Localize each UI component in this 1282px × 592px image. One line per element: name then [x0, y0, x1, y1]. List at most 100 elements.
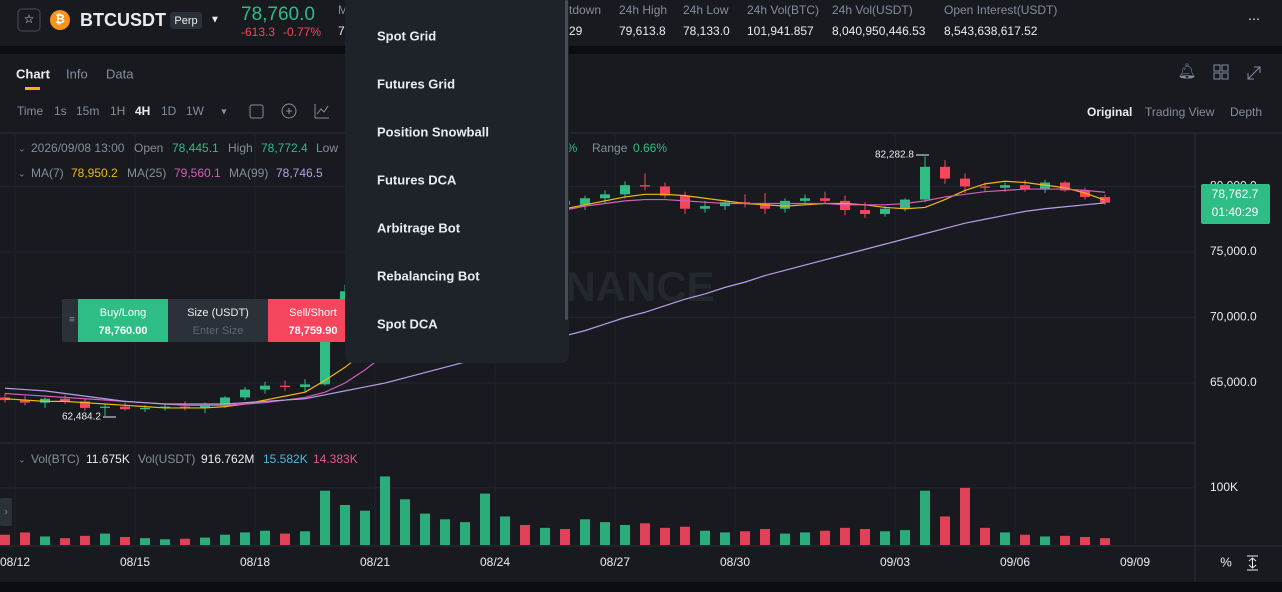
interval[interactable]: 1D	[161, 104, 177, 118]
x-tick-label: 08/15	[120, 555, 150, 569]
menu-item[interactable]: Futures DCA	[377, 172, 457, 187]
candle-body	[1020, 185, 1030, 190]
drag-handle[interactable]: ≡	[69, 315, 75, 326]
interval[interactable]: 1H	[110, 104, 125, 118]
volume-bar	[220, 534, 230, 545]
legend-toggle[interactable]: ⌄	[18, 454, 26, 464]
buy-label[interactable]: Buy/Long	[100, 307, 146, 319]
x-tick-label: 08/21	[360, 555, 390, 569]
interval[interactable]: Time	[17, 104, 44, 118]
price-tag	[1201, 184, 1270, 224]
tab[interactable]: Info	[66, 66, 88, 81]
layout-icon[interactable]	[1221, 72, 1229, 80]
menu-item[interactable]: Arbitrage Bot	[377, 220, 461, 235]
size-label: Size (USDT)	[187, 307, 249, 319]
sell-price[interactable]: 78,759.90	[289, 325, 338, 337]
candle-body	[800, 198, 810, 201]
stat-value: 8,543,638,617.52	[944, 24, 1038, 38]
volume-ma: 15.582K	[263, 452, 308, 466]
x-tick-label: 08/27	[600, 555, 630, 569]
auto-scale-icon[interactable]	[1247, 555, 1258, 571]
favorite-button[interactable]	[17, 8, 41, 32]
header-panel	[0, 0, 1282, 46]
volume-bar	[720, 532, 730, 545]
view-option[interactable]: Original	[1087, 105, 1132, 119]
candle-body	[580, 198, 590, 205]
draw-icon[interactable]	[314, 104, 329, 119]
volume-tick-label: 100K	[1210, 480, 1238, 494]
menu-item[interactable]: Spot DCA	[377, 316, 438, 331]
indicator-icon[interactable]	[286, 108, 292, 114]
volume-bar	[500, 516, 510, 545]
volume-bar	[740, 531, 750, 545]
candle-body	[960, 178, 970, 187]
buy-price[interactable]: 78,760.00	[99, 325, 148, 337]
buy-button[interactable]	[78, 299, 168, 342]
volume-bar	[820, 530, 830, 545]
volume-label: Vol(USDT)	[138, 452, 195, 466]
stat-value: 8,040,950,446.53	[832, 24, 926, 38]
volume-bar	[400, 499, 410, 545]
legend-toggle[interactable]: ⌄	[18, 143, 26, 153]
candle-body	[620, 185, 630, 195]
y-tick-label: 75,000.0	[1210, 244, 1257, 258]
legend-label: Open	[134, 141, 163, 155]
candle-body	[940, 166, 950, 179]
volume-bar	[240, 532, 250, 545]
menu-item[interactable]: Position Snowball	[377, 124, 489, 139]
menu-item[interactable]: Rebalancing Bot	[377, 268, 480, 283]
view-option[interactable]: Depth	[1230, 105, 1262, 119]
layout-icon[interactable]	[1213, 64, 1221, 72]
menu-item[interactable]: Spot Grid	[377, 28, 436, 43]
candle-body	[1040, 182, 1050, 190]
volume-bar	[540, 527, 550, 545]
y-tick-label: 65,000.0	[1210, 375, 1257, 389]
symbol[interactable]: BTCUSDT	[80, 10, 166, 30]
legend-toggle[interactable]: ⌄	[18, 168, 26, 178]
volume-bar	[1080, 537, 1090, 545]
size-input[interactable]: Enter Size	[193, 325, 244, 337]
tab[interactable]: Data	[106, 66, 134, 81]
side-toggle[interactable]	[0, 498, 12, 526]
legend-label: Range	[592, 141, 628, 155]
stat-value: 78,133.0	[683, 24, 730, 38]
percent-toggle[interactable]: %	[1220, 554, 1232, 569]
interval[interactable]: 4H	[135, 104, 150, 118]
volume-bar	[60, 538, 70, 545]
candle-body	[240, 389, 250, 398]
more-button[interactable]: ⋯	[1248, 12, 1260, 26]
view-option[interactable]: Trading View	[1145, 105, 1215, 119]
tab-underline	[25, 87, 40, 90]
x-tick-label: 09/09	[1120, 555, 1150, 569]
interval[interactable]: 1W	[186, 104, 205, 118]
volume-bar	[840, 527, 850, 545]
tab[interactable]: Chart	[16, 66, 51, 81]
interval[interactable]: 15m	[76, 104, 99, 118]
interval-dropdown[interactable]: ▼	[220, 106, 229, 116]
sell-label[interactable]: Sell/Short	[289, 307, 337, 319]
high-marker: 82,282.8	[875, 150, 914, 161]
ma-label: MA(7)	[31, 166, 64, 180]
volume-bar	[120, 537, 130, 545]
volume-bar	[1100, 538, 1110, 545]
volume-bar	[780, 533, 790, 545]
interval[interactable]: 1s	[54, 104, 67, 118]
star-icon[interactable]: ☆	[24, 12, 35, 26]
menu-scrollbar[interactable]	[565, 0, 568, 320]
candle-body	[1060, 182, 1070, 191]
indicator-icon[interactable]	[281, 103, 297, 119]
menu-item[interactable]: Futures Grid	[377, 76, 455, 91]
alert-icon[interactable]: 🔔︎	[1177, 63, 1196, 80]
candle-body	[20, 400, 30, 403]
calendar-icon[interactable]	[249, 104, 264, 119]
sell-button[interactable]	[268, 299, 345, 342]
stat-label: 24h Low	[683, 3, 729, 17]
symbol-dropdown[interactable]: ▼	[210, 15, 220, 26]
layout-icon[interactable]	[1213, 72, 1221, 80]
badge-bg	[170, 12, 202, 29]
y-tick-label: 70,000.0	[1210, 310, 1257, 324]
stat-label: Open Interest(USDT)	[944, 3, 1057, 17]
side-toggle-icon[interactable]: ›	[4, 507, 7, 518]
layout-icon[interactable]	[1221, 64, 1229, 72]
fullscreen-icon[interactable]	[1247, 66, 1261, 80]
